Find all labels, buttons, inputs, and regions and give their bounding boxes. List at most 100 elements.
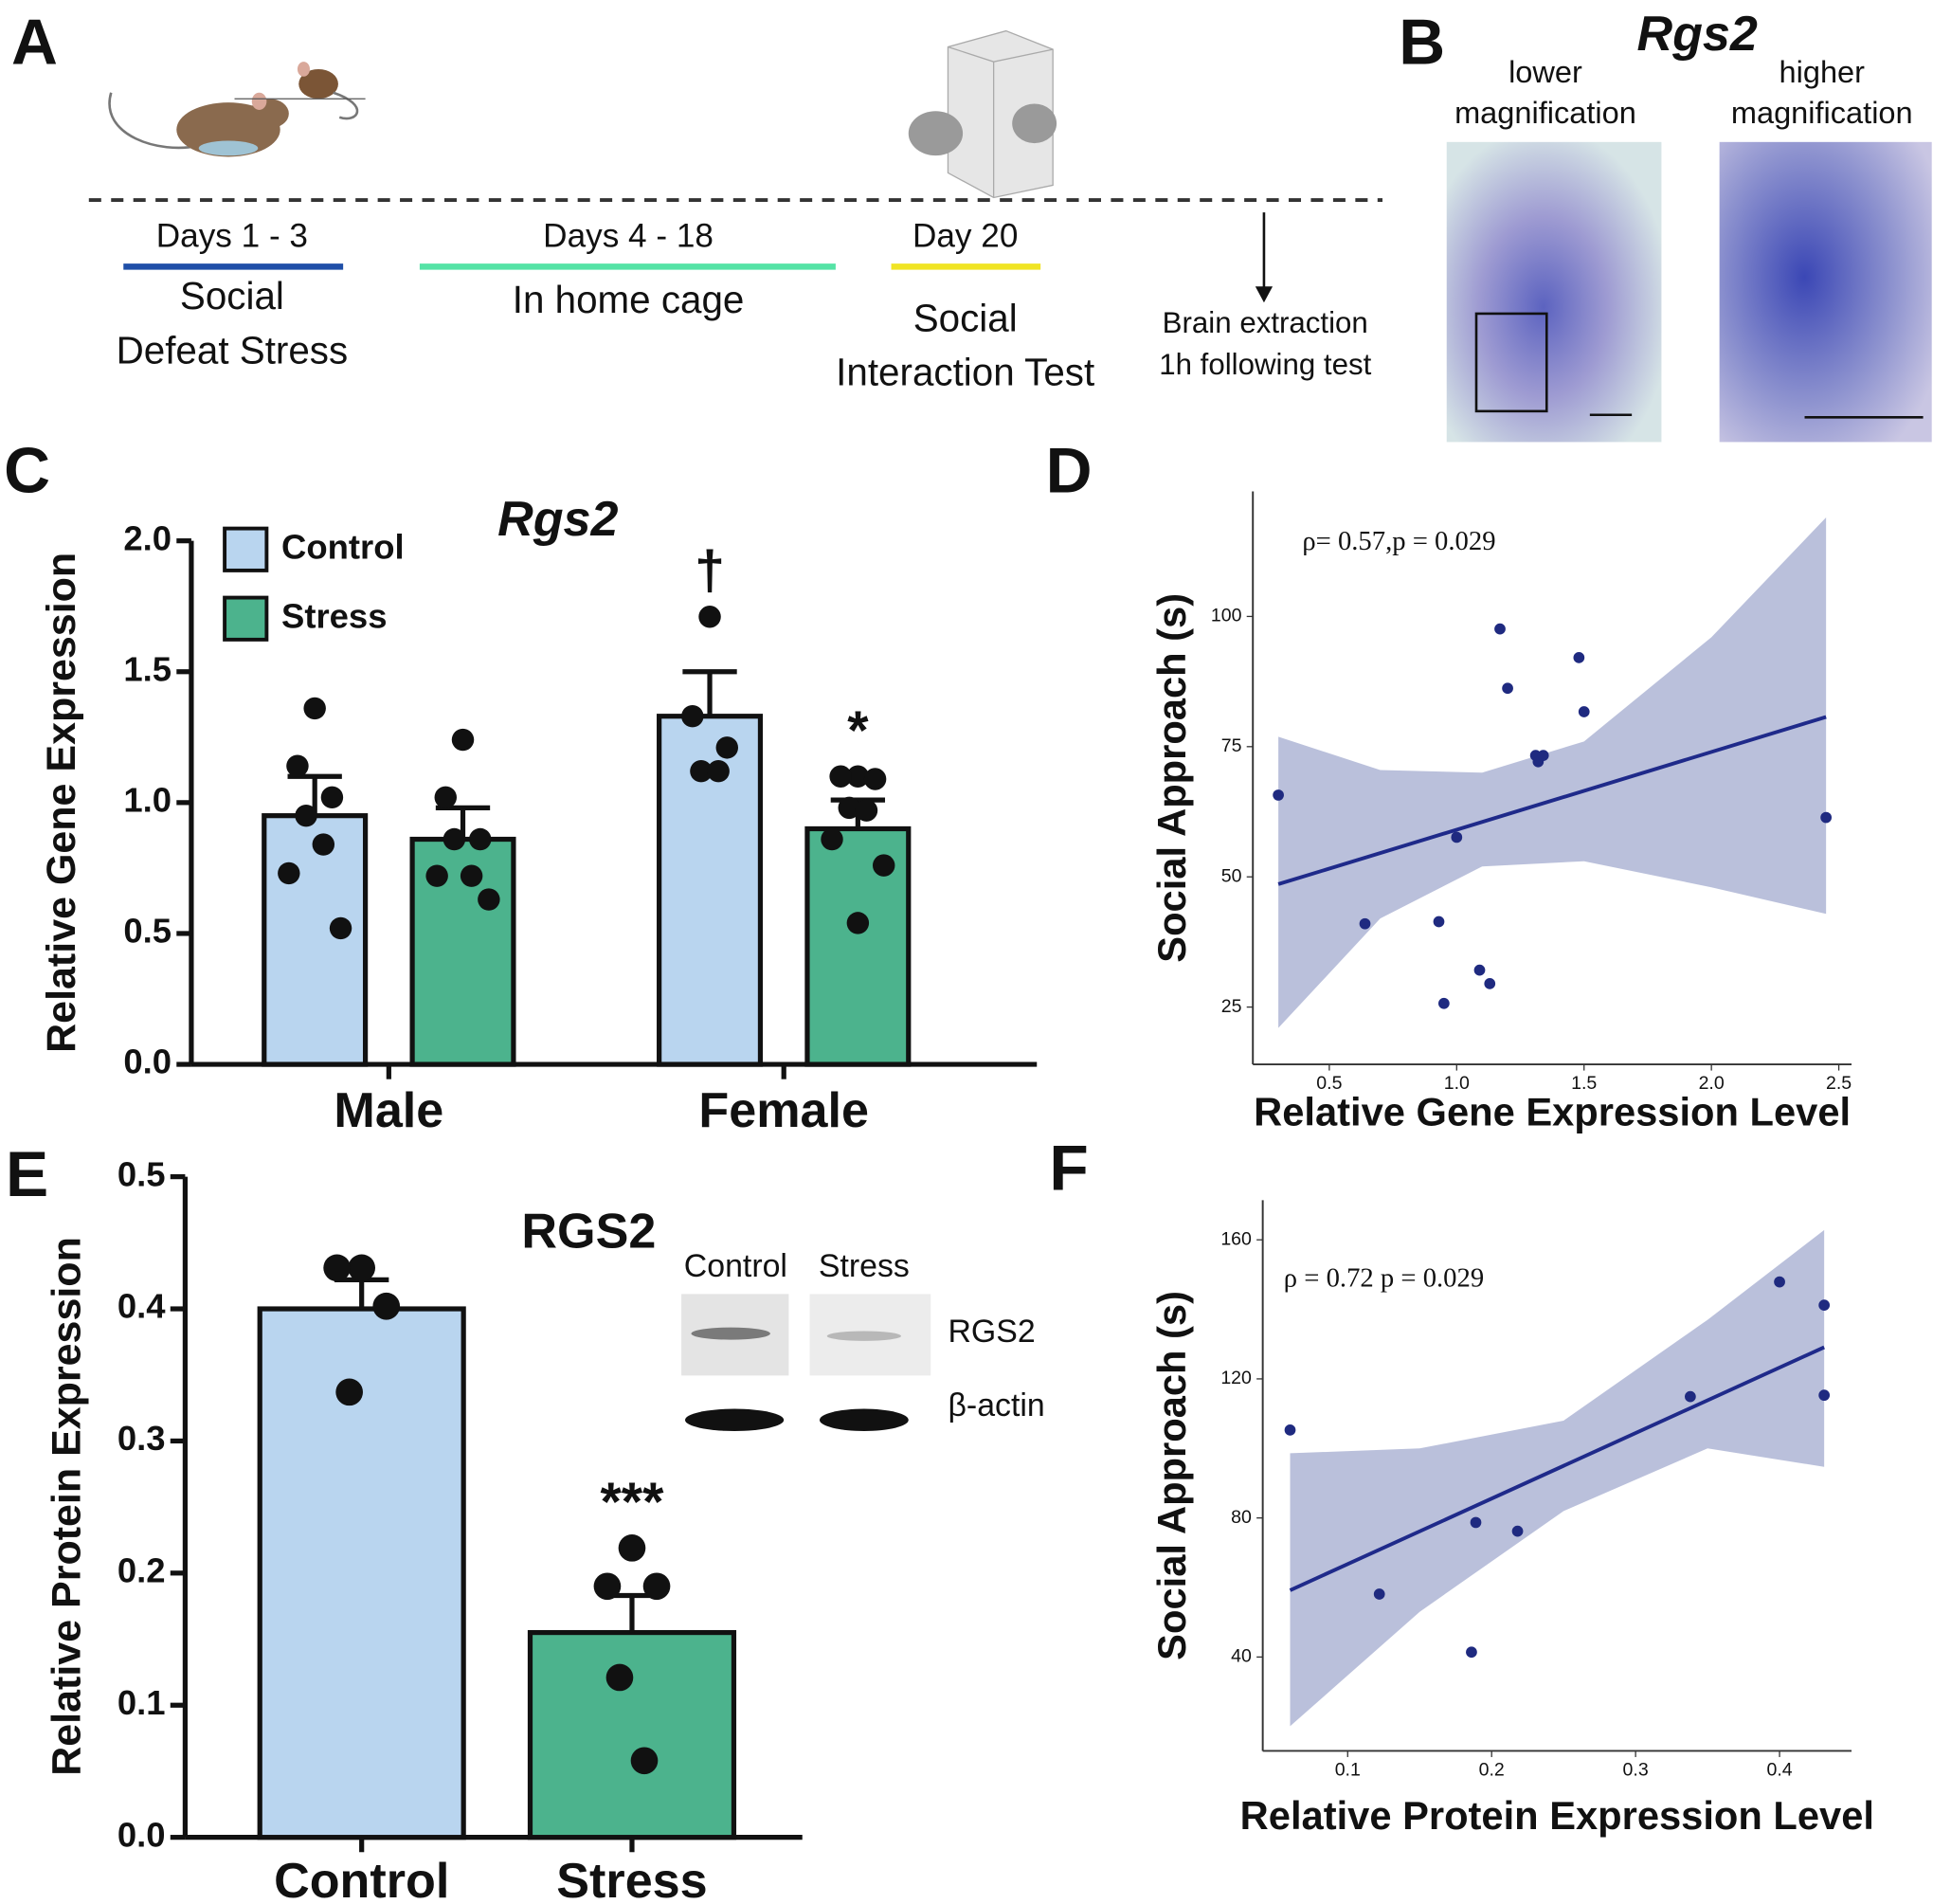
x-tick-label: 0.3 <box>1623 1759 1649 1780</box>
blot-band <box>826 1331 901 1341</box>
y-tick-label: 0.0 <box>123 1043 172 1081</box>
data-point <box>312 833 335 856</box>
x-tick-label: 0.5 <box>1316 1073 1342 1094</box>
stat-annotation: ρ = 0.72 p = 0.029 <box>1284 1263 1484 1294</box>
y-tick-label: 120 <box>1220 1368 1252 1388</box>
panel-label: F <box>1049 1133 1088 1205</box>
data-point <box>443 827 466 851</box>
y-tick-label: 0.4 <box>117 1287 166 1326</box>
data-point <box>1359 917 1371 930</box>
data-point <box>1818 1389 1831 1402</box>
y-tick-label: 40 <box>1231 1646 1252 1667</box>
blot-lane-label: Control <box>684 1248 787 1284</box>
panel-label: C <box>4 435 50 506</box>
histology-image <box>1446 141 1662 443</box>
bar <box>257 1306 466 1841</box>
data-point <box>863 768 887 790</box>
x-axis-label: Relative Gene Expression Level <box>1254 1089 1851 1133</box>
y-tick-label: 25 <box>1221 996 1242 1017</box>
endpoint-text: Brain extraction <box>1163 306 1368 339</box>
data-point <box>1466 1646 1477 1659</box>
data-point <box>1820 811 1832 824</box>
legend-label: Stress <box>281 596 388 635</box>
data-point <box>1502 682 1513 695</box>
x-tick-label: 0.4 <box>1766 1759 1792 1780</box>
stage-event: Social <box>913 296 1018 339</box>
data-point <box>303 697 326 720</box>
y-tick-label: 100 <box>1211 606 1242 626</box>
fit-line <box>1289 1345 1825 1592</box>
x-tick-label: Stress <box>556 1854 707 1904</box>
x-tick-label: 2.0 <box>1699 1073 1725 1094</box>
data-point <box>1484 978 1496 989</box>
image-caption: magnification <box>1454 96 1636 130</box>
y-axis-label: Relative Protein Expression <box>44 1237 89 1776</box>
x-tick-label: 1.0 <box>1444 1073 1470 1094</box>
data-point <box>821 827 843 851</box>
stage-event: In home cage <box>513 278 745 321</box>
data-point <box>451 728 475 752</box>
data-point <box>460 864 483 887</box>
y-tick-label: 0.5 <box>123 912 172 951</box>
data-point <box>434 786 457 809</box>
data-point <box>286 754 309 777</box>
panel-label: B <box>1399 7 1445 78</box>
data-point <box>1373 1588 1385 1600</box>
x-tick-label: 1.5 <box>1571 1073 1597 1094</box>
cage-illustration <box>908 29 1057 199</box>
chart-title: Rgs2 <box>497 492 618 547</box>
x-axis-label: Relative Protein Expression Level <box>1240 1793 1874 1838</box>
blot-band <box>684 1408 785 1432</box>
blot-band <box>819 1408 909 1432</box>
data-point <box>829 765 852 788</box>
panel-label: A <box>11 7 58 78</box>
stage-event: Defeat Stress <box>117 328 349 372</box>
data-point <box>855 799 878 822</box>
data-point <box>593 1572 622 1601</box>
bar <box>527 1629 737 1841</box>
data-point <box>1494 623 1506 635</box>
x-tick-label: Female <box>698 1083 869 1138</box>
data-point <box>425 864 448 887</box>
y-tick-label: 0.0 <box>117 1815 166 1854</box>
data-point <box>681 704 704 728</box>
confidence-band <box>1290 1229 1825 1727</box>
data-point <box>1774 1276 1785 1288</box>
y-tick-label: 0.2 <box>117 1550 166 1589</box>
bar <box>262 813 369 1067</box>
blot-band-label: RGS2 <box>948 1314 1035 1350</box>
image-caption: lower <box>1508 55 1582 89</box>
legend-swatch <box>223 526 269 572</box>
y-tick-label: 0.5 <box>117 1154 166 1193</box>
stage-event: Interaction Test <box>836 351 1094 394</box>
fit-line <box>1277 715 1827 886</box>
data-point <box>1537 750 1549 762</box>
data-point <box>1284 1423 1296 1436</box>
data-point <box>329 916 352 940</box>
chart-title: RGS2 <box>521 1205 656 1260</box>
data-point <box>278 861 300 885</box>
y-tick-label: 0.3 <box>117 1419 166 1458</box>
significance: * <box>847 700 869 761</box>
stage-days: Day 20 <box>912 218 1018 255</box>
stage-event: Social <box>180 274 284 317</box>
x-tick-label: 0.2 <box>1479 1759 1505 1780</box>
data-point <box>1451 831 1463 843</box>
y-tick-label: 1.5 <box>123 649 172 688</box>
mouse-illustration <box>108 62 366 157</box>
stat-annotation: ρ= 0.57,p = 0.029 <box>1302 526 1495 556</box>
data-point <box>372 1292 401 1320</box>
data-point <box>1685 1390 1696 1403</box>
y-tick-label: 50 <box>1221 865 1242 886</box>
y-tick-label: 1.0 <box>123 780 172 819</box>
data-point <box>715 736 739 759</box>
significance: † <box>695 541 725 602</box>
data-point <box>1578 706 1590 717</box>
data-point <box>707 759 730 783</box>
data-point <box>1437 997 1450 1009</box>
panel-label: E <box>6 1139 48 1210</box>
y-tick-label: 75 <box>1221 735 1242 756</box>
histology-image <box>1719 141 1932 443</box>
